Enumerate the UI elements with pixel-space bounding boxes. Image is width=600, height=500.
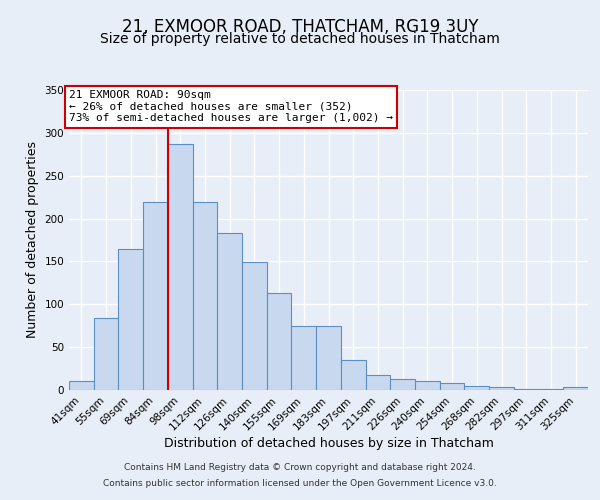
Bar [464,386,489,390]
Bar [489,386,514,390]
Bar [390,379,415,390]
Bar [217,233,242,390]
Text: 21 EXMOOR ROAD: 90sqm
← 26% of detached houses are smaller (352)
73% of semi-det: 21 EXMOOR ROAD: 90sqm ← 26% of detached … [69,90,393,123]
Y-axis label: Number of detached properties: Number of detached properties [26,142,39,338]
Bar [341,360,365,390]
Bar [242,262,267,390]
Bar [267,293,292,390]
Bar [94,318,118,390]
Bar [292,326,316,390]
Text: Size of property relative to detached houses in Thatcham: Size of property relative to detached ho… [100,32,500,46]
Bar [539,389,563,390]
Bar [514,389,539,390]
Text: 21, EXMOOR ROAD, THATCHAM, RG19 3UY: 21, EXMOOR ROAD, THATCHAM, RG19 3UY [122,18,478,36]
Bar [168,144,193,390]
Bar [563,388,588,390]
Bar [143,202,168,390]
Bar [365,376,390,390]
Bar [69,382,94,390]
Bar [440,383,464,390]
Bar [316,326,341,390]
Text: Contains public sector information licensed under the Open Government Licence v3: Contains public sector information licen… [103,478,497,488]
Bar [415,380,440,390]
Bar [118,248,143,390]
Text: Contains HM Land Registry data © Crown copyright and database right 2024.: Contains HM Land Registry data © Crown c… [124,464,476,472]
X-axis label: Distribution of detached houses by size in Thatcham: Distribution of detached houses by size … [164,438,493,450]
Bar [193,202,217,390]
